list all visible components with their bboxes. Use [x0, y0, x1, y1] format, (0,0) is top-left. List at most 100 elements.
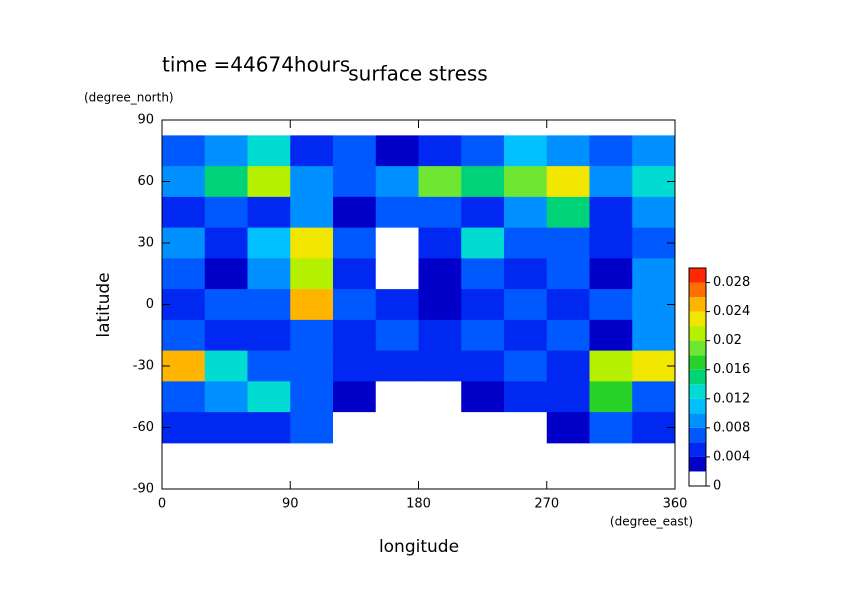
- field-cell: [204, 258, 248, 290]
- colorbar-band: [689, 369, 706, 385]
- field-cell: [418, 135, 462, 167]
- y-tick-label: 60: [137, 174, 154, 189]
- field-cell: [247, 258, 291, 290]
- field-cell: [375, 319, 419, 352]
- field-cell: [546, 135, 590, 167]
- field-cell: [290, 412, 334, 444]
- field-cell: [546, 227, 590, 259]
- colorbar-band: [689, 297, 706, 312]
- field-cell: [418, 412, 462, 444]
- field-cell: [418, 258, 462, 290]
- field-cell: [162, 135, 206, 167]
- field-cell: [589, 166, 633, 198]
- field-cell: [333, 350, 377, 382]
- field-cell: [632, 319, 676, 352]
- colorbar-band: [689, 384, 706, 399]
- field-cell: [375, 227, 419, 259]
- field-cell: [290, 196, 334, 229]
- field-cell: [375, 196, 419, 229]
- y-tick-label: 90: [137, 113, 154, 128]
- field-cell: [204, 350, 248, 382]
- field-cell: [290, 258, 334, 290]
- field-cell: [162, 381, 206, 413]
- field-cell: [247, 227, 291, 259]
- field-cell: [546, 196, 590, 229]
- field-cell: [546, 412, 590, 444]
- field-cell: [333, 227, 377, 259]
- y-tick-label: -30: [133, 359, 154, 374]
- field-cell: [333, 166, 377, 198]
- field-cell: [504, 227, 548, 259]
- field-cell: [632, 196, 676, 229]
- field-cell: [204, 135, 248, 167]
- field-cell: [333, 381, 377, 413]
- colorbar-tick-label: 0.004: [713, 449, 750, 464]
- field-cell: [461, 227, 505, 259]
- field-cell: [204, 412, 248, 444]
- colorbar-tick-label: 0: [713, 479, 721, 494]
- field-cell: [204, 196, 248, 229]
- field-cell: [162, 196, 206, 229]
- field-cell: [333, 196, 377, 229]
- field-cell: [333, 258, 377, 290]
- field-cell: [375, 350, 419, 382]
- field-cell: [589, 227, 633, 259]
- field-cell: [247, 412, 291, 444]
- field-cell: [204, 319, 248, 352]
- field-cell: [461, 381, 505, 413]
- field-cell: [290, 319, 334, 352]
- field-cell: [589, 319, 633, 352]
- field-cell: [204, 381, 248, 413]
- field-cell: [290, 289, 334, 321]
- field-cell: [461, 258, 505, 290]
- field-cell: [247, 350, 291, 382]
- colorbar-band: [689, 442, 706, 457]
- field-cell: [204, 166, 248, 198]
- field-cell: [375, 166, 419, 198]
- chart-title: surface stress: [348, 62, 487, 86]
- colorbar-frame: [688, 267, 707, 487]
- field-cell: [589, 135, 633, 167]
- field-cell: [632, 381, 676, 413]
- x-tick-label: 90: [282, 497, 299, 512]
- field-cell: [290, 381, 334, 413]
- colorbar-tick-label: 0.024: [713, 304, 750, 319]
- field-cell: [247, 381, 291, 413]
- colorbar-band: [689, 311, 706, 327]
- field-cell: [418, 196, 462, 229]
- colorbar-band: [689, 413, 706, 428]
- field-cell: [461, 289, 505, 321]
- field-cell: [589, 350, 633, 382]
- field-cell: [375, 258, 419, 290]
- field-cell: [418, 350, 462, 382]
- field-cell: [204, 289, 248, 321]
- field-cell: [418, 381, 462, 413]
- colorbar-tick-label: 0.02: [713, 333, 742, 348]
- field-cell: [589, 289, 633, 321]
- colorbar-band: [689, 268, 706, 283]
- x-tick-label: 270: [534, 497, 559, 512]
- y-tick-label: -90: [133, 482, 154, 497]
- field-cell: [290, 166, 334, 198]
- field-cell: [290, 227, 334, 259]
- field-cell: [247, 166, 291, 198]
- field-cell: [461, 166, 505, 198]
- colorbar-tick-label: 0.012: [713, 391, 750, 406]
- x-tick-label: 180: [406, 497, 431, 512]
- field-cell: [504, 350, 548, 382]
- colorbar-band: [689, 282, 706, 298]
- field-cell: [375, 412, 419, 444]
- field-cell: [333, 319, 377, 352]
- field-cell: [504, 289, 548, 321]
- field-cell: [546, 289, 590, 321]
- field-cell: [504, 381, 548, 413]
- field-cell: [247, 319, 291, 352]
- field-cell: [546, 258, 590, 290]
- colorbar-band: [689, 471, 706, 486]
- field-cell: [162, 319, 206, 352]
- field-cell: [290, 350, 334, 382]
- y-tick-label: 30: [137, 236, 154, 251]
- field-cell: [546, 350, 590, 382]
- field-cell: [504, 135, 548, 167]
- field-cell: [290, 135, 334, 167]
